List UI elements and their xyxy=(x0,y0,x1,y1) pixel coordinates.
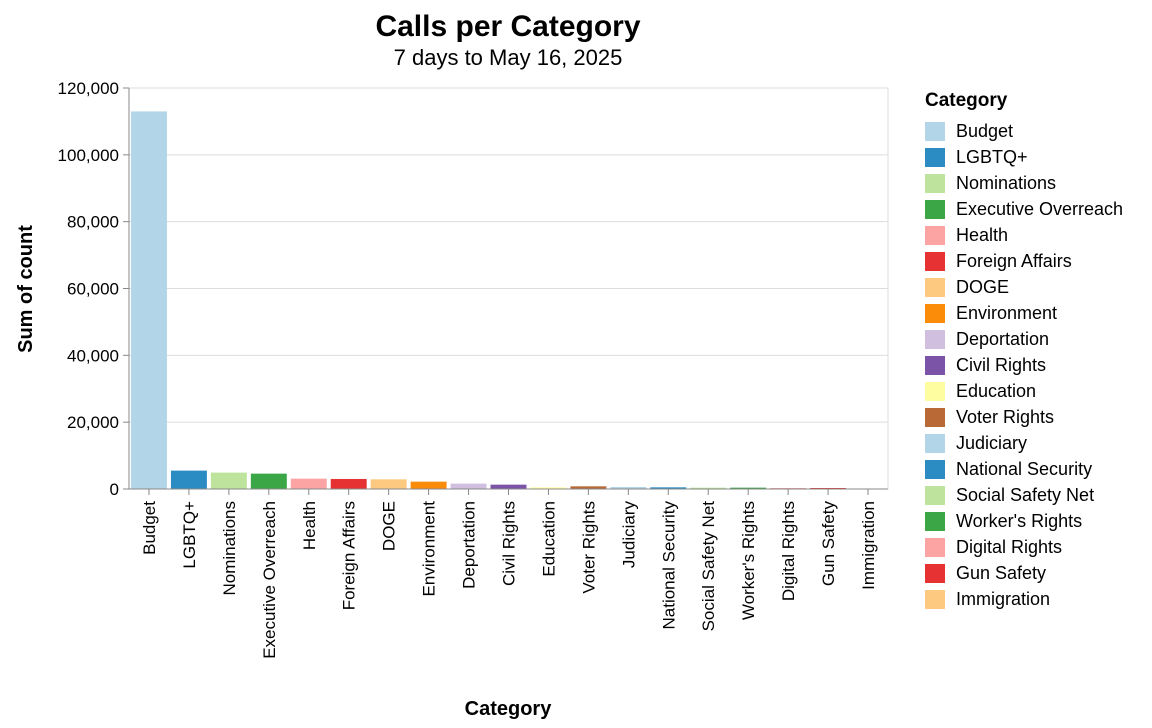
bar xyxy=(810,487,847,489)
x-tick-label: Foreign Affairs xyxy=(340,501,359,610)
legend-label: Immigration xyxy=(956,589,1050,609)
y-tick-label: 100,000 xyxy=(58,146,119,165)
x-tick-label: Education xyxy=(539,501,558,577)
legend-label: Gun Safety xyxy=(956,563,1046,583)
bar xyxy=(730,487,767,489)
bar xyxy=(450,483,487,489)
y-tick-label: 0 xyxy=(110,480,119,499)
legend-label: Foreign Affairs xyxy=(956,251,1072,271)
x-tick-label: Immigration xyxy=(859,501,878,590)
legend-swatch xyxy=(925,564,945,583)
y-axis-title: Sum of count xyxy=(15,225,37,353)
gridlines xyxy=(129,87,888,490)
x-tick-label: Budget xyxy=(140,501,159,555)
legend-swatch xyxy=(925,174,945,193)
legend-label: Deportation xyxy=(956,329,1049,349)
bar xyxy=(690,487,727,489)
legend-swatch xyxy=(925,590,945,609)
x-tick-label: National Security xyxy=(659,501,678,630)
legend-label: Executive Overreach xyxy=(956,199,1123,219)
x-tick-label: Worker's Rights xyxy=(739,501,758,620)
legend-swatch xyxy=(925,148,945,167)
bar xyxy=(490,484,527,489)
x-tick-label: Voter Rights xyxy=(579,501,598,594)
x-tick-label: DOGE xyxy=(380,501,399,551)
bar xyxy=(770,487,807,489)
legend-label: Health xyxy=(956,225,1008,245)
y-tick-label: 80,000 xyxy=(67,213,119,232)
y-tick-label: 20,000 xyxy=(67,413,119,432)
y-tick-label: 60,000 xyxy=(67,280,119,299)
legend-label: Voter Rights xyxy=(956,407,1054,427)
bar xyxy=(210,472,247,489)
legend: Budget LGBTQ+ Nominations Executive Overrea… xyxy=(925,121,1123,609)
legend-label: Civil Rights xyxy=(956,355,1046,375)
legend-label: Judiciary xyxy=(956,433,1027,453)
x-tick-label: Deportation xyxy=(460,501,479,589)
y-tick-label: 120,000 xyxy=(58,79,119,98)
chart-title: Calls per Category xyxy=(375,10,640,43)
x-tick-label: Digital Rights xyxy=(779,501,798,601)
legend-swatch xyxy=(925,330,945,349)
bar xyxy=(410,481,447,489)
legend-label: LGBTQ+ xyxy=(956,147,1028,167)
chart-subtitle: 7 days to May 16, 2025 xyxy=(394,45,623,70)
bar xyxy=(130,111,167,490)
bars xyxy=(130,111,887,490)
x-tick-label: Health xyxy=(300,501,319,550)
legend-label: Nominations xyxy=(956,173,1056,193)
bar xyxy=(570,486,607,489)
x-tick-label: Executive Overreach xyxy=(260,501,279,659)
legend-swatch xyxy=(925,122,945,141)
legend-label: Budget xyxy=(956,121,1013,141)
x-axis: Budget LGBTQ+ Nominations Executive Overrea… xyxy=(140,489,878,659)
legend-swatch xyxy=(925,200,945,219)
legend-label: Environment xyxy=(956,303,1057,323)
legend-label: Education xyxy=(956,381,1036,401)
x-axis-title: Category xyxy=(465,698,553,720)
legend-swatch xyxy=(925,460,945,479)
legend-swatch xyxy=(925,434,945,453)
legend-label: DOGE xyxy=(956,277,1009,297)
x-tick-label: LGBTQ+ xyxy=(180,501,199,569)
legend-label: Digital Rights xyxy=(956,537,1062,557)
x-tick-label: Social Safety Net xyxy=(699,501,718,632)
legend-swatch xyxy=(925,252,945,271)
legend-swatch xyxy=(925,512,945,531)
legend-swatch xyxy=(925,278,945,297)
legend-label: National Security xyxy=(956,459,1092,479)
x-tick-label: Environment xyxy=(420,501,439,597)
bar xyxy=(170,470,207,489)
bar xyxy=(250,473,287,489)
bar xyxy=(650,487,687,489)
x-tick-label: Gun Safety xyxy=(819,501,838,587)
legend-swatch xyxy=(925,486,945,505)
legend-swatch xyxy=(925,538,945,557)
legend-swatch xyxy=(925,226,945,245)
legend-swatch xyxy=(925,408,945,427)
x-tick-label: Nominations xyxy=(220,501,239,596)
bar xyxy=(290,478,327,489)
bar xyxy=(370,479,407,489)
legend-swatch xyxy=(925,304,945,323)
x-tick-label: Civil Rights xyxy=(500,501,519,586)
x-tick-label: Judiciary xyxy=(619,501,638,569)
legend-label: Social Safety Net xyxy=(956,485,1094,505)
bar xyxy=(530,487,567,489)
bar xyxy=(610,486,647,489)
y-tick-label: 40,000 xyxy=(67,346,119,365)
legend-label: Worker's Rights xyxy=(956,511,1082,531)
bar xyxy=(330,478,367,489)
legend-title: Category xyxy=(925,90,1008,111)
y-axis: 0 20,000 40,000 60,000 80,000 100,000 120,000 xyxy=(58,79,129,499)
legend-swatch xyxy=(925,356,945,375)
legend-swatch xyxy=(925,382,945,401)
